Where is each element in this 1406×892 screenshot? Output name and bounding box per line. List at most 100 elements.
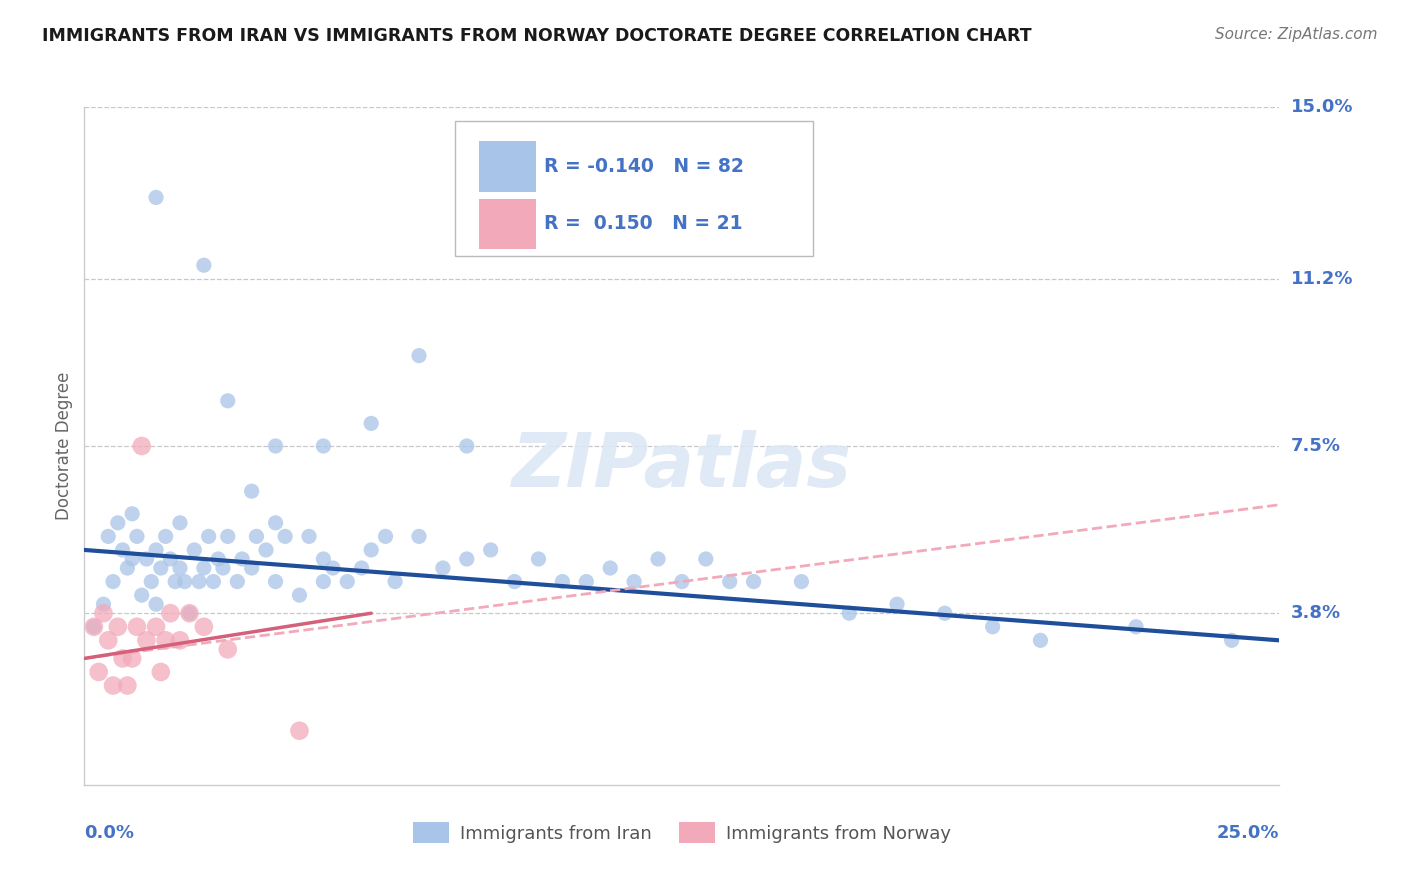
Point: [1029, 633, 1052, 648]
Y-axis label: Doctorate Degree: Doctorate Degree: [55, 372, 73, 520]
Point: [254, 543, 277, 558]
Point: [193, 620, 215, 634]
Point: [695, 552, 717, 566]
Point: [207, 552, 229, 566]
Point: [212, 561, 235, 575]
Point: [298, 529, 321, 543]
Point: [107, 620, 129, 634]
Point: [149, 665, 172, 679]
Point: [240, 484, 263, 499]
Point: [135, 633, 157, 648]
Point: [264, 516, 287, 530]
Point: [197, 529, 219, 543]
Point: [145, 597, 167, 611]
Point: [125, 529, 148, 543]
Point: [188, 574, 211, 589]
Point: [599, 561, 621, 575]
Point: [838, 606, 860, 620]
Point: [503, 574, 526, 589]
Point: [155, 633, 177, 648]
Point: [165, 574, 187, 589]
Point: [245, 529, 267, 543]
Point: [551, 574, 574, 589]
Point: [121, 507, 143, 521]
Point: [240, 561, 263, 575]
Point: [169, 561, 191, 575]
Point: [226, 574, 249, 589]
Point: [97, 633, 120, 648]
Point: [179, 606, 201, 620]
Point: [125, 620, 148, 634]
Point: [360, 543, 382, 558]
Point: [93, 606, 115, 620]
Point: [264, 439, 287, 453]
Point: [121, 552, 143, 566]
Point: [1125, 620, 1147, 634]
Point: [384, 574, 406, 589]
Point: [623, 574, 645, 589]
Point: [145, 190, 167, 204]
Text: 11.2%: 11.2%: [1291, 269, 1353, 288]
Point: [350, 561, 373, 575]
Point: [456, 439, 478, 453]
Point: [101, 574, 124, 589]
Point: [155, 529, 177, 543]
FancyBboxPatch shape: [479, 141, 536, 192]
Point: [1220, 633, 1243, 648]
Text: 15.0%: 15.0%: [1291, 98, 1353, 116]
Text: IMMIGRANTS FROM IRAN VS IMMIGRANTS FROM NORWAY DOCTORATE DEGREE CORRELATION CHAR: IMMIGRANTS FROM IRAN VS IMMIGRANTS FROM …: [42, 27, 1032, 45]
Point: [111, 543, 134, 558]
Point: [83, 620, 105, 634]
Point: [408, 349, 430, 363]
Point: [934, 606, 956, 620]
Point: [312, 552, 335, 566]
Point: [288, 588, 311, 602]
Point: [141, 574, 163, 589]
Text: R =  0.150   N = 21: R = 0.150 N = 21: [544, 214, 742, 234]
Point: [145, 620, 167, 634]
Text: 3.8%: 3.8%: [1291, 604, 1341, 623]
Point: [169, 516, 191, 530]
Point: [121, 651, 143, 665]
Point: [336, 574, 359, 589]
Point: [408, 529, 430, 543]
Point: [193, 561, 215, 575]
Point: [202, 574, 225, 589]
FancyBboxPatch shape: [479, 199, 536, 250]
Point: [101, 679, 124, 693]
Text: ZIPatlas: ZIPatlas: [512, 430, 852, 503]
Point: [93, 597, 115, 611]
Point: [87, 665, 110, 679]
Point: [575, 574, 598, 589]
Text: 25.0%: 25.0%: [1218, 824, 1279, 842]
Point: [179, 606, 201, 620]
Point: [159, 606, 181, 620]
Point: [790, 574, 813, 589]
Point: [183, 543, 205, 558]
Point: [231, 552, 253, 566]
Point: [374, 529, 396, 543]
Point: [886, 597, 908, 611]
Point: [131, 439, 153, 453]
Point: [217, 529, 239, 543]
Point: [718, 574, 741, 589]
Point: [217, 642, 239, 657]
Point: [145, 543, 167, 558]
Point: [742, 574, 765, 589]
Point: [360, 417, 382, 431]
Point: [981, 620, 1004, 634]
Point: [169, 633, 191, 648]
Point: [647, 552, 669, 566]
Point: [312, 574, 335, 589]
Point: [159, 552, 181, 566]
Point: [117, 561, 139, 575]
Point: [193, 258, 215, 272]
Point: [264, 574, 287, 589]
Point: [173, 574, 195, 589]
Point: [217, 393, 239, 408]
Point: [274, 529, 297, 543]
Point: [131, 588, 153, 602]
Point: [479, 543, 502, 558]
FancyBboxPatch shape: [456, 120, 814, 256]
Point: [322, 561, 344, 575]
